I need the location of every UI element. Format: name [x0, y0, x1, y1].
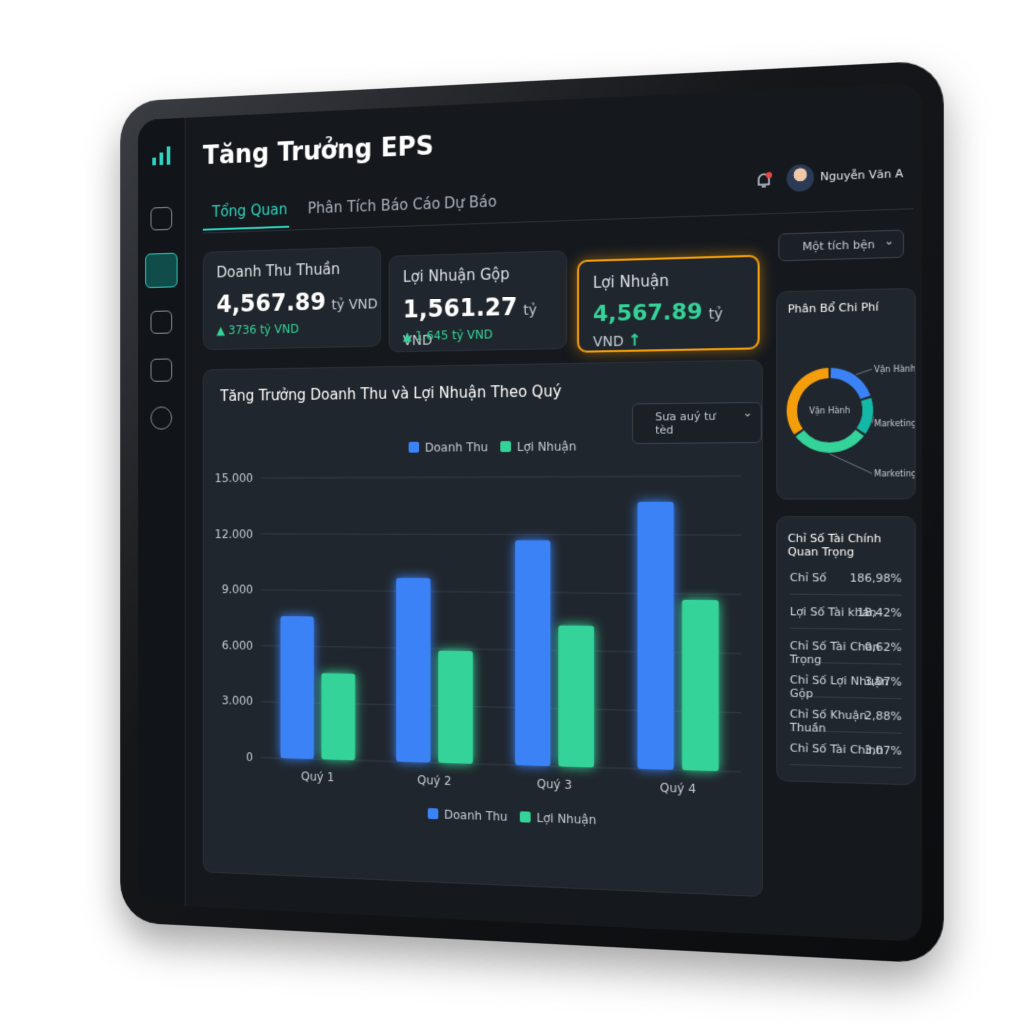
legend-swatch	[519, 811, 531, 823]
donut-label: Marketing	[874, 469, 915, 479]
ratio-value: 3,07%	[864, 674, 902, 689]
grid-line	[260, 476, 741, 478]
kpi-unit: tỷ VND	[331, 296, 378, 314]
donut-card: Phân Bổ Chi Phí Vận Hành Marketing Marketi…	[776, 287, 917, 500]
bar	[515, 540, 551, 767]
leader-line	[856, 369, 872, 374]
ratio-row: Lợi Số Tài khán 18,42%	[789, 596, 902, 631]
chart-title: Phân Bổ Chi Phí	[788, 300, 880, 316]
tab[interactable]: Phân Tích Báo Cáo	[307, 194, 441, 218]
x-tick-label: Quý 4	[660, 780, 696, 796]
avatar[interactable]	[786, 164, 814, 192]
kpi-value: 4,567.89 tỷ VND	[217, 287, 378, 318]
y-tick-label: 9.000	[222, 582, 253, 596]
kpi-value: 4,567.89 tỷ VND ↑	[592, 299, 723, 351]
kpi-delta-text: 3736 tỷ VND	[228, 321, 299, 338]
y-tick-label: 6.000	[222, 638, 253, 653]
kpi-title: Lợi Nhuận Gộp	[402, 265, 510, 286]
bell-icon[interactable]	[753, 170, 774, 191]
sidebar	[138, 117, 186, 907]
kpi-delta: ▲ 1.645 tỷ VND	[402, 327, 493, 344]
bar	[396, 577, 431, 763]
x-tick-label: Quý 3	[537, 776, 572, 792]
legend-swatch	[500, 441, 512, 453]
trend-icon[interactable]	[150, 310, 173, 334]
bar	[280, 616, 314, 760]
period-select[interactable]: Một tích bện	[778, 229, 904, 262]
y-tick-label: 12.000	[215, 527, 253, 541]
y-tick-label: 3.000	[222, 694, 253, 709]
donut-segment	[831, 372, 866, 397]
ratio-value: 2,88%	[864, 708, 902, 724]
bar-chart: Tăng Trưởng Doanh Thu và Lợi Nhuận Theo …	[215, 384, 762, 827]
screen: Tăng Trưởng EPS Tổng Quan Phân Tích Báo …	[138, 82, 923, 942]
kpi-delta-text: 1.645 tỷ VND	[415, 327, 493, 343]
legend-label: Doanh Thu	[425, 440, 488, 455]
tablet: Tăng Trưởng EPS Tổng Quan Phân Tích Báo …	[120, 60, 944, 964]
chart-title: Tăng Trưởng Doanh Thu và Lợi Nhuận Theo …	[219, 384, 562, 405]
user-name[interactable]: Nguyễn Văn A	[820, 166, 904, 184]
bars-icon[interactable]	[150, 358, 173, 382]
ratio-row: Chỉ Số Lợi Nhuận Gộp 3,07%	[789, 664, 902, 700]
kpi-title: Doanh Thu Thuần	[216, 260, 341, 282]
settings-icon[interactable]	[150, 406, 173, 430]
bar	[321, 672, 356, 761]
ratios-title: Chỉ Số Tài Chính Quan Trọng	[787, 531, 882, 559]
legend-swatch	[408, 441, 420, 453]
donut-chart: Phân Bổ Chi Phí Vận Hành Marketing Marketi…	[777, 300, 917, 479]
x-tick-label: Quý 2	[417, 773, 451, 788]
bar	[438, 650, 473, 764]
y-tick-label: 15.000	[215, 471, 253, 485]
kpi-number: 4,567.89	[592, 299, 703, 328]
ratio-row: Chỉ Số Tài Chính 3,07%	[789, 733, 902, 769]
legend-label: Lợi Nhuận	[537, 810, 597, 827]
ratio-name: Chỉ Số	[789, 570, 827, 585]
donut-segment	[800, 433, 860, 448]
tab[interactable]: Dự Báo	[444, 192, 497, 213]
ratio-value: 0,62%	[864, 640, 902, 655]
chart-card: Tăng Trưởng Doanh Thu và Lợi Nhuận Theo …	[202, 359, 763, 898]
y-tick-label: 0	[246, 750, 253, 764]
legend-label: Doanh Thu	[444, 807, 507, 824]
chart-filter[interactable]: Sưa auý tư tèd	[632, 401, 762, 445]
kpi-card-highlight: Lợi Nhuận 4,567.89 tỷ VND ↑	[577, 254, 760, 353]
kpi-card: Doanh Thu Thuần 4,567.89 tỷ VND ▲ 3736 tỷ…	[202, 246, 382, 351]
legend-swatch	[427, 808, 439, 820]
tab[interactable]: Tổng Quan	[211, 200, 288, 221]
bar	[558, 625, 595, 768]
legend-label: Lợi Nhuận	[517, 439, 576, 454]
donut-segment	[792, 373, 829, 432]
kpi-delta: ▲ 3736 tỷ VND	[216, 321, 299, 338]
bar	[637, 501, 674, 770]
donut-label: Marketing	[874, 418, 915, 428]
donut-segment	[861, 399, 868, 431]
ratio-row: Chỉ Số Khuận Thuần 2,88%	[789, 698, 902, 735]
ratio-row: Chỉ Số 186,98%	[789, 562, 902, 596]
page-title: Tăng Trưởng EPS	[202, 131, 434, 171]
home-icon[interactable]	[150, 206, 173, 231]
ratio-value: 186,98%	[849, 571, 902, 586]
x-tick-label: Quý 1	[301, 769, 334, 784]
donut-label: Vận Hành	[874, 364, 915, 374]
ratio-row: Chỉ Số Tài Chan Trọng 0,62%	[789, 630, 902, 666]
logo	[152, 146, 171, 166]
ratio-value: 18,42%	[857, 605, 902, 620]
ratio-value: 3,07%	[864, 743, 902, 758]
kpi-card: Lợi Nhuận Gộp 1,561.27 tỷ VND ▲ 1.645 tỷ …	[388, 250, 568, 353]
bar	[681, 599, 719, 772]
leader-line	[830, 454, 872, 474]
kpi-number: 1,561.27	[402, 292, 518, 324]
ratios-card: Chỉ Số Tài Chính Quan Trọng Chỉ Số 186,98…	[776, 516, 916, 786]
donut-center-label: Vận Hành	[809, 406, 850, 416]
dashboard-icon[interactable]	[145, 252, 178, 289]
kpi-title: Lợi Nhuận	[592, 271, 669, 292]
kpi-number: 4,567.89	[216, 288, 326, 319]
